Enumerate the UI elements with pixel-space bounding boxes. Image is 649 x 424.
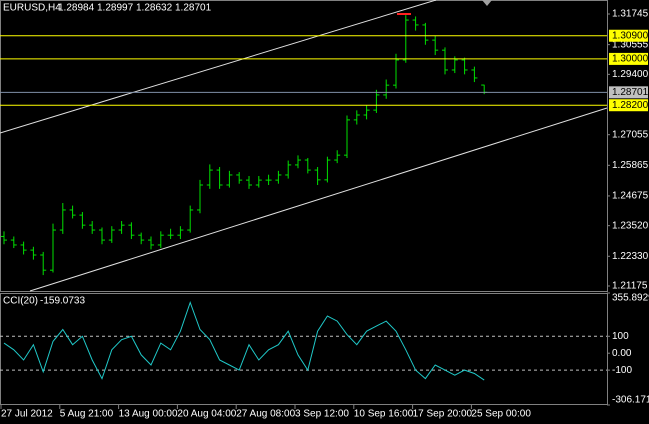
- level-label-box: [609, 29, 648, 42]
- cci-value: -159.0733: [40, 296, 85, 307]
- main-panel: [0, 0, 608, 292]
- level-label: 1.30000: [612, 54, 649, 65]
- y-tick-label: 1.31745: [612, 9, 649, 20]
- level-label-box: [609, 99, 648, 112]
- y-tick-label: 1.29400: [612, 69, 649, 80]
- high-value: 1.28997: [97, 3, 134, 14]
- x-tick-label: 27 Jul 2012: [1, 409, 53, 420]
- channel-upper: [0, 0, 437, 134]
- bid-label-box: [609, 86, 648, 99]
- y-tick-label: 100: [612, 331, 629, 342]
- y-tick-label: 1.30555: [612, 39, 649, 50]
- x-tick-label: 10 Sep 16:00: [354, 409, 414, 420]
- low-value: 1.28632: [136, 3, 173, 14]
- cci-title: CCI(20): [3, 296, 38, 307]
- level-label: 1.30900: [612, 30, 649, 41]
- open-value: 1.28984: [58, 3, 95, 14]
- x-tick-label: 3 Sep 12:00: [295, 409, 349, 420]
- level-label: 1.28200: [612, 100, 649, 111]
- y-tick-label: 1.25865: [612, 160, 649, 171]
- y-tick-label: -306.1710: [612, 395, 649, 406]
- x-tick-label: 17 Sep 20:00: [413, 409, 473, 420]
- y-tick-label: 355.8929: [612, 293, 649, 304]
- cci-line: [3, 300, 485, 381]
- y-tick-label: 1.21175: [612, 281, 648, 292]
- y-tick-label: 1.27055: [612, 129, 649, 140]
- cci-panel: [0, 293, 608, 405]
- x-tick-label: 13 Aug 00:00: [119, 409, 178, 420]
- close-value: 1.28701: [175, 3, 212, 14]
- x-tick-label: 25 Sep 00:00: [471, 409, 531, 420]
- x-tick-label: 20 Aug 04:00: [177, 409, 236, 420]
- y-tick-label: 1.22330: [612, 251, 649, 262]
- bid-label: 1.28701: [612, 87, 649, 98]
- y-tick-label: -100: [612, 365, 632, 376]
- x-tick-label: 27 Aug 08:00: [236, 409, 295, 420]
- y-tick-label: 1.23520: [612, 220, 649, 231]
- symbol-title: EURUSD,H4: [3, 3, 61, 14]
- y-tick-label: 1.24675: [612, 191, 649, 202]
- y-tick-label: 0.00: [612, 348, 632, 359]
- level-label-box: [609, 52, 648, 65]
- channel-lower: [29, 107, 608, 292]
- x-tick-label: 5 Aug 21:00: [60, 409, 114, 420]
- shift-marker: [482, 0, 492, 6]
